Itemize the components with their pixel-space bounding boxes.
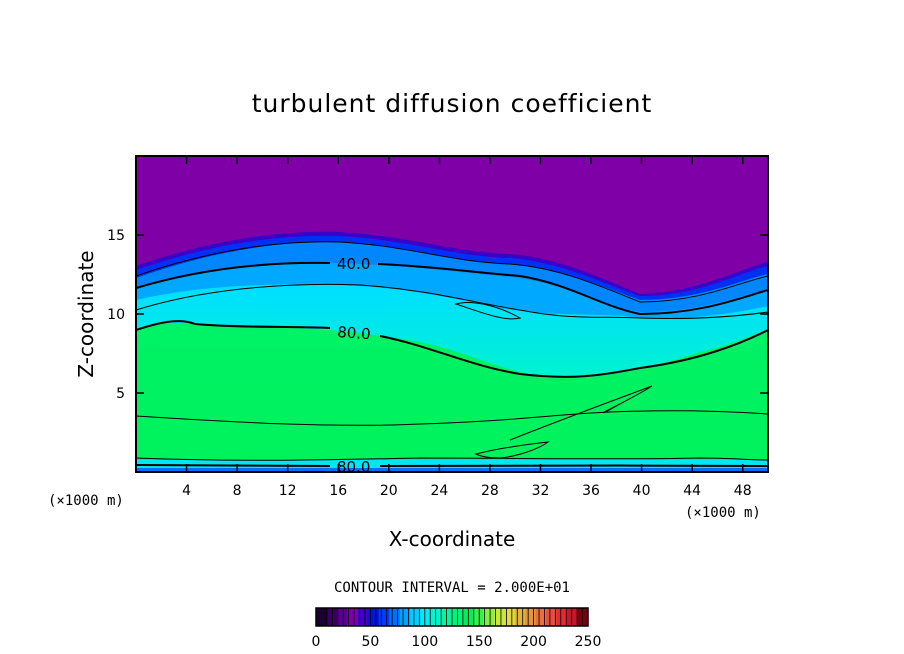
colorbar-segment — [389, 608, 401, 626]
colorbar-segment — [546, 608, 558, 626]
colorbar-segment — [431, 608, 443, 626]
colorbar-segment — [504, 608, 516, 626]
colorbar-tick-label: 100 — [411, 634, 438, 650]
colorbar-segment — [577, 608, 589, 626]
contour-line-bottom-2 — [136, 464, 768, 467]
x-tick-label: 32 — [532, 483, 550, 499]
colorbar-segment — [493, 608, 505, 626]
contour-line-upper-thick — [136, 261, 768, 316]
x-tick-label: 16 — [329, 483, 347, 499]
x-tick-label: 4 — [182, 483, 191, 499]
colorbar-segment — [567, 608, 579, 626]
chart-title: turbulent diffusion coefficient — [252, 89, 653, 118]
colorbar-segment — [357, 608, 369, 626]
colorbar-segment — [556, 608, 568, 626]
y-tick-label: 5 — [116, 386, 125, 402]
colorbar — [315, 607, 589, 627]
contour-line-lower-thin — [136, 410, 768, 426]
colorbar-segment — [420, 608, 432, 626]
colorbar-segment — [483, 608, 495, 626]
x-tick-label: 28 — [481, 483, 499, 499]
colorbar-tick-label: 50 — [361, 634, 379, 650]
x-tick-label: 36 — [582, 483, 600, 499]
colorbar-segment — [378, 608, 390, 626]
field-band-top — [136, 156, 768, 294]
colorbar-segment — [514, 608, 526, 626]
x-tick-label: 44 — [683, 483, 701, 499]
contour-tongue — [509, 385, 653, 441]
x-axis-label: X-coordinate — [389, 527, 516, 551]
colorbar-segment — [441, 608, 453, 626]
contour-interval-text: CONTOUR INTERVAL = 2.000E+01 — [334, 580, 570, 596]
contour-label-80-bottom: 80.0 — [337, 458, 370, 476]
contour-line-mid-thin — [136, 283, 768, 320]
colorbar-tick-label: 0 — [312, 634, 321, 650]
colorbar-tick-label: 250 — [575, 634, 602, 650]
colorbar-segment — [336, 608, 348, 626]
colorbar-segment — [472, 608, 484, 626]
contour-line-upper-thin — [136, 241, 768, 303]
colorbar-tick-label: 150 — [466, 634, 493, 650]
y-axis-ticks: 5 10 15 — [107, 228, 768, 402]
x-tick-label: 12 — [279, 483, 297, 499]
x-tick-label: 40 — [633, 483, 651, 499]
contour-line-mid-thick — [136, 320, 768, 378]
x-tick-label: 48 — [734, 483, 752, 499]
x-axis-ticks: 4 8 12 16 20 24 28 32 36 40 44 48 — [182, 156, 752, 499]
contour-loop-lower — [474, 441, 550, 459]
colorbar-segment — [535, 608, 547, 626]
colorbar-segment — [368, 608, 380, 626]
contour-field — [136, 156, 768, 472]
colorbar-ticks: 0 50 100 150 200 250 — [312, 634, 602, 650]
x-tick-label: 24 — [430, 483, 448, 499]
colorbar-segment — [399, 608, 411, 626]
colorbar-segment — [410, 608, 422, 626]
colorbar-segment — [347, 608, 359, 626]
field-ground-base — [136, 468, 768, 472]
contour-label-80-mid: 80.0 — [337, 323, 372, 343]
y-tick-label: 15 — [107, 228, 125, 244]
contour-line-bottom-1 — [136, 457, 768, 461]
x-axis-unit-right: (×1000 m) — [685, 505, 761, 521]
y-axis-label: Z-coordinate — [74, 250, 98, 377]
x-axis-unit-left: (×1000 m) — [48, 493, 124, 509]
contour-label-40: 40.0 — [337, 255, 370, 273]
colorbar-frame — [315, 607, 589, 627]
colorbar-segment — [525, 608, 537, 626]
x-tick-label: 20 — [380, 483, 398, 499]
contour-loop-small — [454, 302, 522, 320]
x-tick-label: 8 — [233, 483, 242, 499]
y-tick-label: 10 — [107, 307, 125, 323]
colorbar-tick-label: 200 — [520, 634, 547, 650]
